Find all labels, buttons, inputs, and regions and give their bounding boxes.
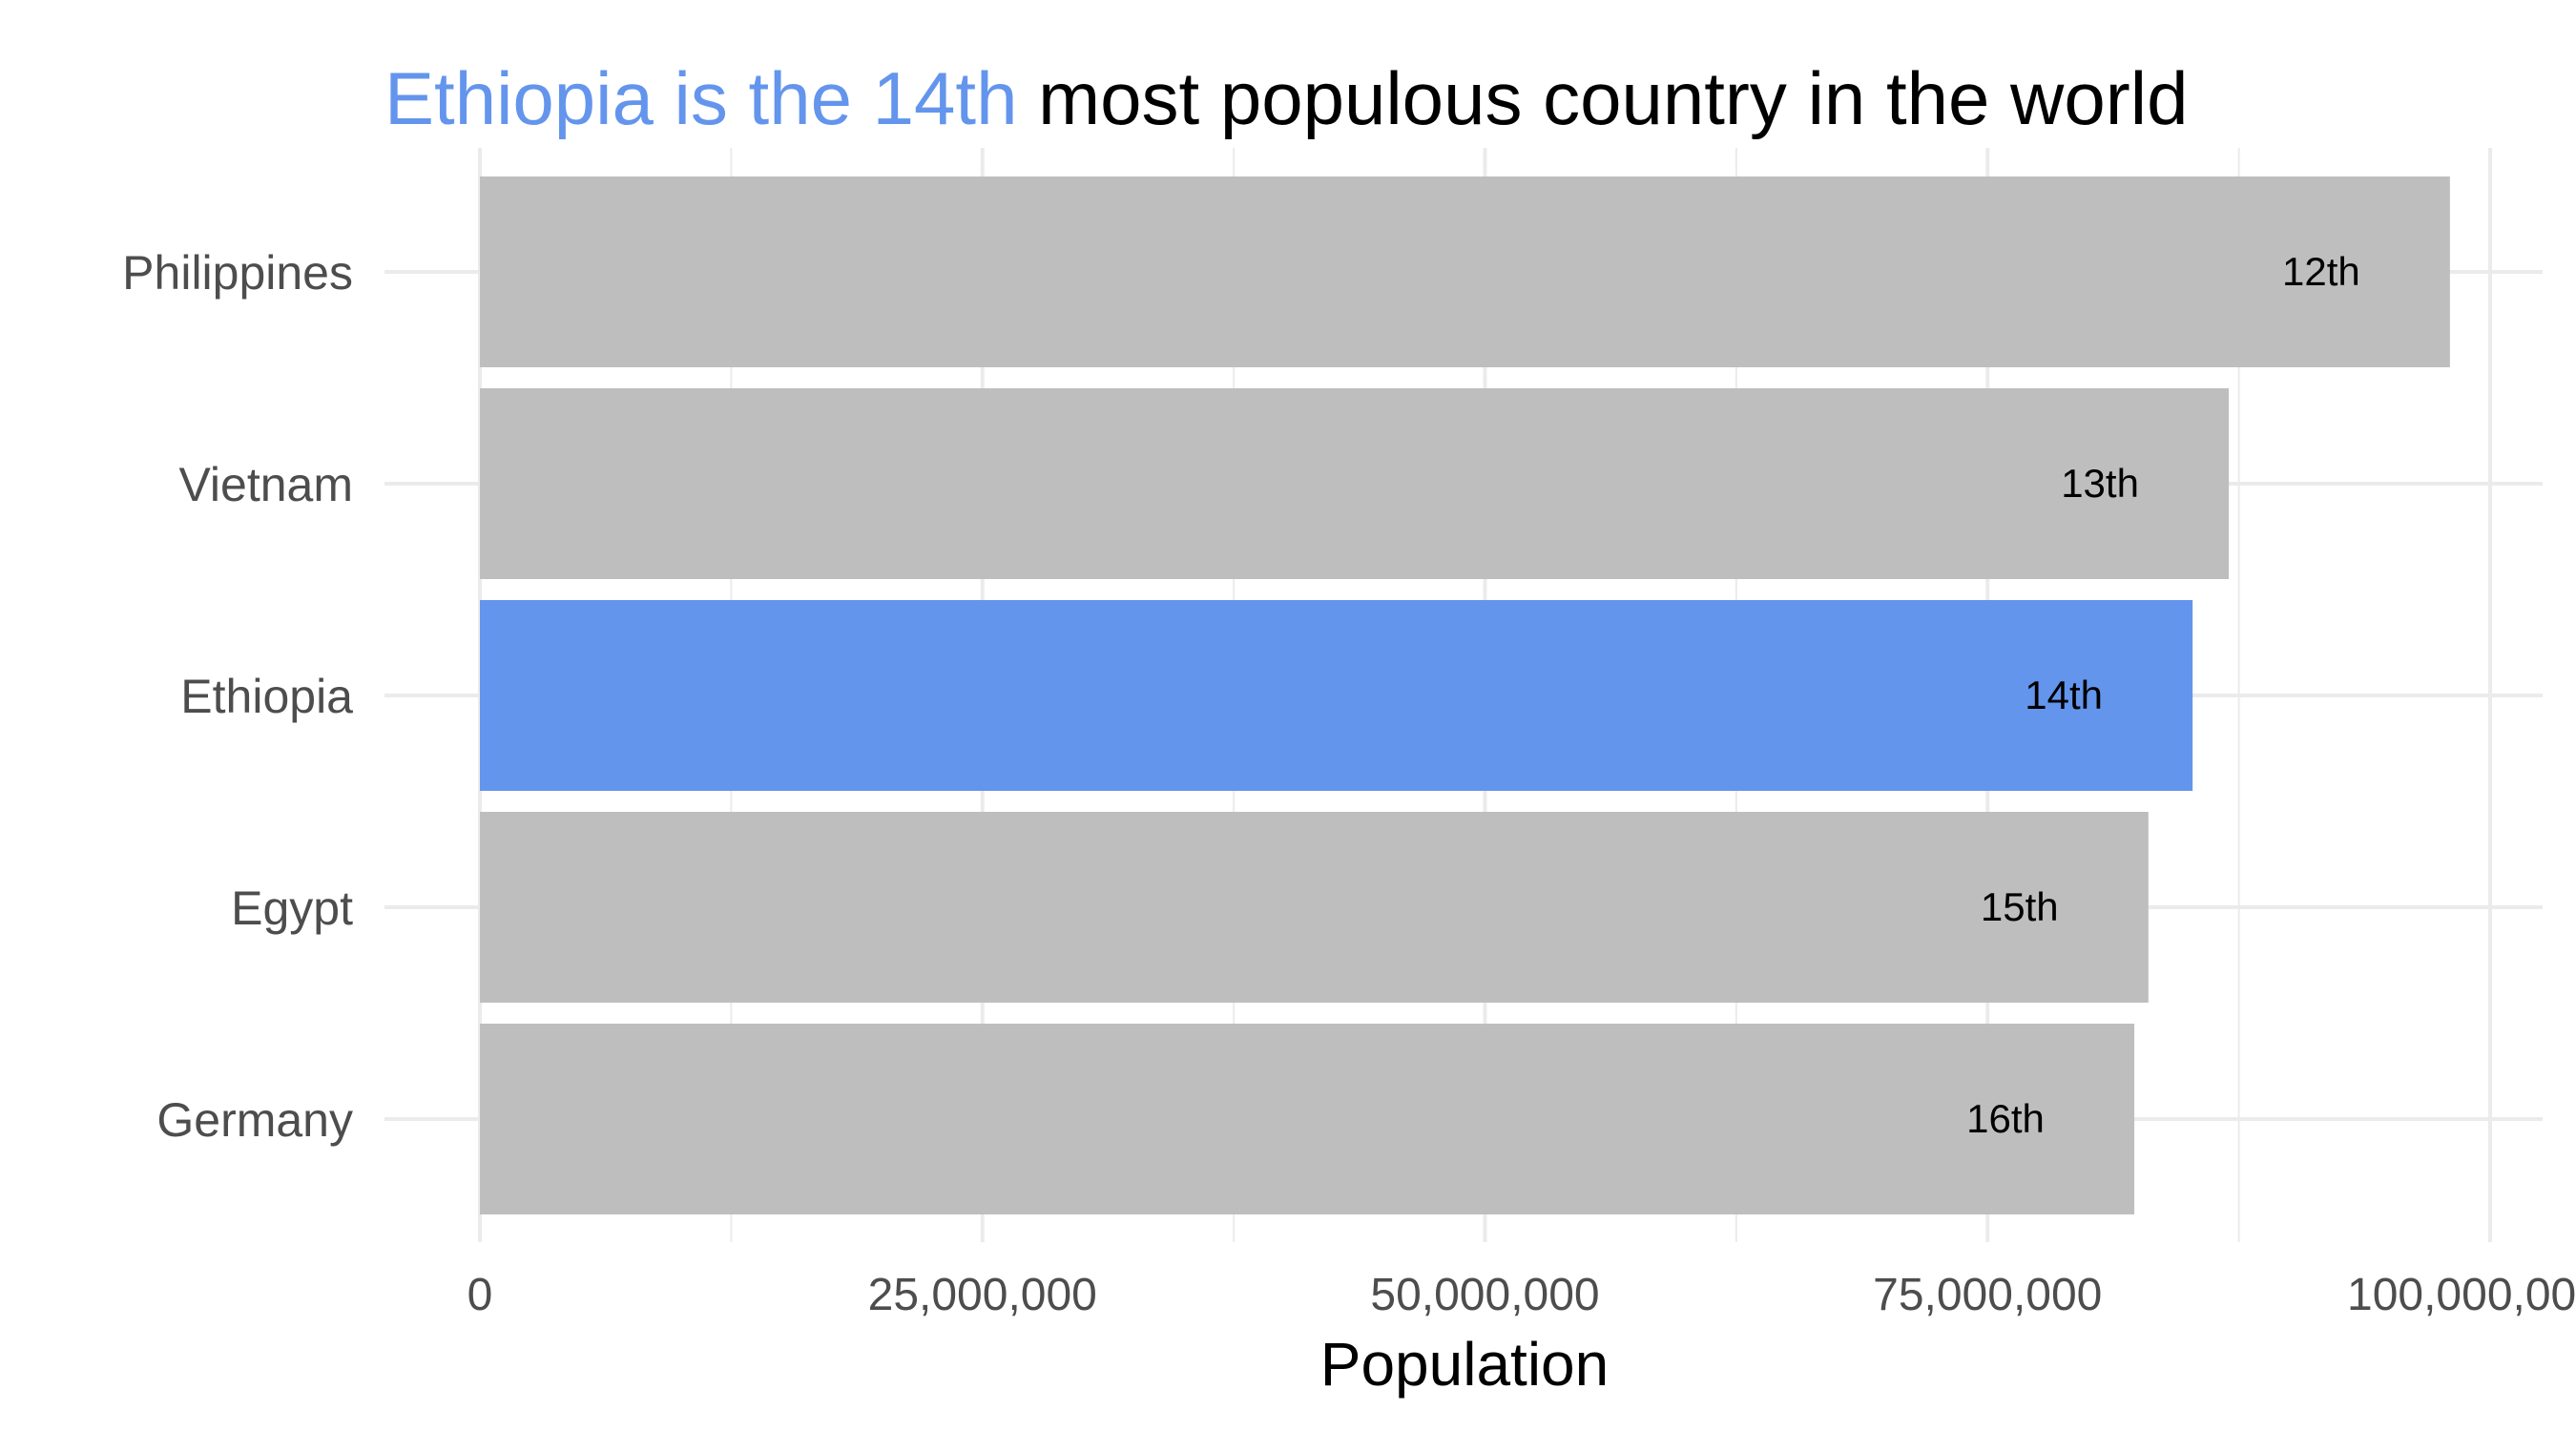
x-tick-label: 0 <box>467 1270 493 1320</box>
data-label: 13th <box>2061 461 2139 506</box>
category-label: Ethiopia <box>180 670 353 723</box>
category-label: Germany <box>156 1093 353 1147</box>
data-label: 15th <box>1981 884 2059 929</box>
category-label: Philippines <box>122 246 353 300</box>
x-tick-label: 75,000,000 <box>1873 1270 2102 1320</box>
chart-title-rest: most populous country in the world <box>1017 56 2188 140</box>
x-tick-labels: 0 25,000,000 50,000,000 75,000,000 100,000,0… <box>467 1270 2576 1320</box>
bar-ethiopia <box>480 600 2193 791</box>
data-label: 12th <box>2282 249 2360 294</box>
category-label: Vietnam <box>178 458 353 511</box>
x-tick-label: 25,000,000 <box>868 1270 1097 1320</box>
bar-vietnam <box>480 388 2230 579</box>
data-label: 14th <box>2025 673 2103 717</box>
x-tick-label: 50,000,000 <box>1370 1270 1599 1320</box>
chart-title-highlight: Ethiopia is the 14th <box>384 56 1017 140</box>
bar-egypt <box>480 812 2149 1003</box>
category-label: Egypt <box>231 881 353 935</box>
data-label: 16th <box>1966 1096 2045 1141</box>
category-labels: Philippines Vietnam Ethiopia Egypt Germany <box>122 246 353 1147</box>
x-tick-label: 100,000,000 <box>2347 1270 2576 1320</box>
bar-germany <box>480 1024 2135 1214</box>
x-axis-title: Population <box>1320 1330 1609 1399</box>
bars-group: 12th 13th 14th 15th 16th <box>480 176 2450 1214</box>
chart-title: Ethiopia is the 14th most populous count… <box>384 56 2188 140</box>
bar-philippines <box>480 176 2450 367</box>
